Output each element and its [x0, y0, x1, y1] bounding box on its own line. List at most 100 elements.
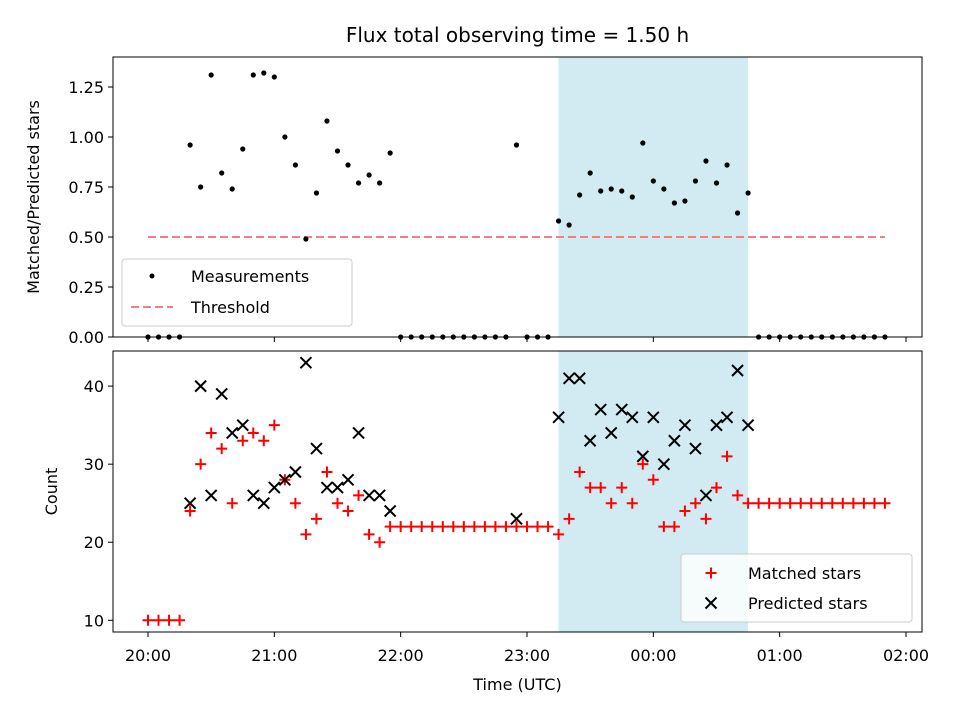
predicted-star-point	[204, 489, 218, 502]
predicted-star-point	[562, 372, 576, 385]
top-y-tick-label: 0.75	[68, 178, 104, 197]
measurement-point	[387, 150, 393, 156]
matched-star-point	[142, 614, 154, 626]
matched-star-point	[721, 450, 733, 462]
matched-star-point	[268, 419, 280, 431]
x-tick-label: 00:00	[630, 646, 676, 665]
top-y-tick-label: 1.25	[68, 78, 104, 97]
legend-predicted-label: Predicted stars	[748, 594, 868, 613]
measurement-point	[229, 186, 235, 192]
matched-star-point	[405, 521, 417, 533]
matched-star-point	[711, 482, 722, 494]
matched-star-point	[363, 528, 375, 540]
measurement-point	[513, 142, 520, 148]
matched-star-point	[542, 521, 554, 533]
bottom-y-tick-label: 40	[84, 377, 104, 396]
matched-star-point	[174, 614, 186, 626]
measurement-point	[703, 158, 709, 164]
measurement-point	[250, 72, 256, 78]
x-tick-label: 20:00	[125, 646, 171, 665]
predicted-star-point	[320, 481, 334, 494]
matched-star-point	[584, 482, 596, 494]
bottom-y-axis-label: Count	[42, 468, 61, 516]
measurement-point	[734, 210, 741, 216]
matched-star-point	[289, 497, 301, 509]
predicted-star-point	[226, 426, 239, 440]
measurement-point	[724, 162, 730, 168]
matched-star-point	[858, 497, 870, 509]
matched-star-point	[795, 497, 807, 509]
predicted-star-point	[678, 418, 692, 432]
matched-star-point	[563, 513, 575, 525]
predicted-star-point	[626, 411, 639, 424]
predicted-star-point	[299, 356, 313, 369]
measurement-point	[377, 180, 383, 186]
predicted-star-point	[289, 465, 302, 479]
matched-star-point	[226, 497, 238, 509]
predicted-star-point	[352, 426, 365, 440]
matched-star-point	[689, 497, 701, 509]
legend-measurements-marker	[149, 273, 155, 279]
predicted-star-point	[699, 489, 713, 502]
matched-star-point	[258, 435, 270, 447]
matched-star-point	[763, 497, 775, 509]
measurement-point	[261, 70, 267, 76]
matched-star-point	[668, 521, 680, 533]
predicted-star-point	[731, 364, 744, 377]
top-legend: Measurements Threshold	[121, 258, 353, 327]
top-legend-box	[121, 258, 353, 327]
matched-star-point	[679, 505, 691, 517]
matched-star-point	[353, 489, 365, 501]
matched-star-point	[195, 458, 207, 470]
matched-star-point	[595, 482, 607, 494]
predicted-star-point	[552, 411, 565, 424]
matched-star-point	[532, 521, 544, 533]
predicted-star-point	[247, 489, 260, 502]
predicted-star-point	[689, 442, 702, 455]
matched-star-point	[416, 521, 428, 533]
matched-star-point	[205, 427, 217, 439]
matched-star-point	[300, 528, 312, 540]
measurement-point	[692, 178, 699, 184]
x-tick-label: 23:00	[504, 646, 550, 665]
star-count-panel: 10 20 30 40 20:00 21:00 22:00 23:00 00:00 01:00 02…	[42, 350, 929, 694]
predicted-star-point	[331, 481, 344, 494]
measurement-point	[713, 180, 720, 186]
measurement-point	[555, 218, 562, 224]
x-axis-label: Time (UTC)	[472, 675, 561, 694]
predicted-star-point	[668, 434, 681, 447]
matched-star-point	[837, 497, 849, 509]
measurement-point	[366, 172, 372, 178]
legend-measurements-label: Measurements	[191, 267, 309, 286]
predicted-star-point	[657, 457, 671, 471]
predicted-star-point	[268, 481, 281, 494]
matched-star-point	[553, 528, 565, 540]
measurement-point	[324, 118, 330, 124]
measurement-point	[240, 146, 246, 152]
x-tick-label: 02:00	[883, 646, 929, 665]
measurement-point	[566, 222, 572, 228]
matched-star-point	[489, 521, 501, 533]
matched-star-point	[247, 427, 259, 439]
matched-star-point	[426, 521, 438, 533]
matched-star-point	[700, 513, 712, 525]
predicted-star-point	[583, 434, 597, 447]
matched-star-point	[626, 497, 638, 509]
measurement-point	[198, 184, 204, 190]
predicted-star-point	[510, 512, 523, 526]
measurement-point	[650, 178, 656, 184]
top-y-tick-label: 0.00	[68, 328, 104, 347]
predicted-star-point	[362, 489, 376, 502]
matched-star-point	[879, 497, 891, 509]
chart-title: Flux total observing time = 1.50 h	[346, 23, 689, 47]
matched-star-point	[458, 521, 470, 533]
matched-star-point	[342, 505, 354, 517]
matched-star-point	[574, 466, 586, 478]
measurement-point	[745, 190, 751, 196]
measurement-point	[208, 72, 214, 78]
bottom-axes-frame	[112, 350, 923, 633]
matched-star-point	[437, 521, 449, 533]
observing-window-shade	[558, 57, 749, 337]
matched-star-point	[753, 497, 765, 509]
